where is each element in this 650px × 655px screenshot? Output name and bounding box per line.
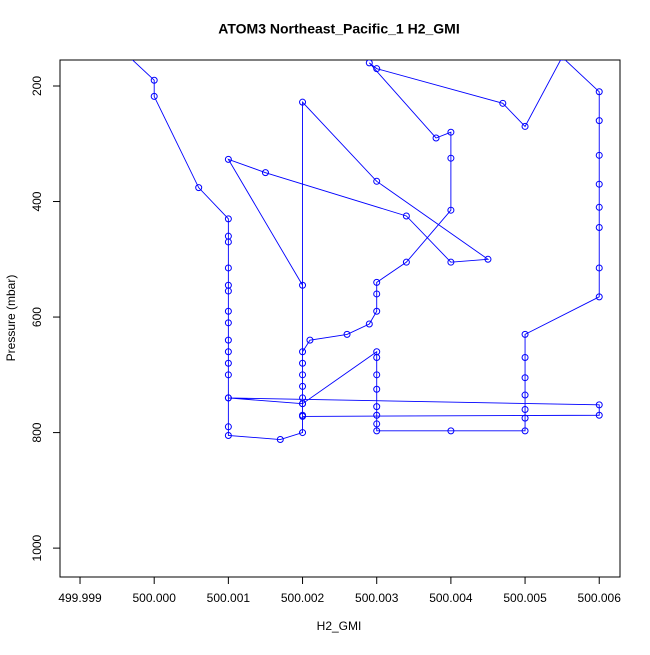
data-point	[299, 371, 307, 379]
data-point	[299, 400, 307, 408]
data-point	[595, 401, 603, 409]
data-point	[299, 412, 307, 420]
data-point	[595, 151, 603, 159]
data-point	[299, 98, 307, 106]
data-line	[131, 60, 600, 440]
data-point	[521, 353, 529, 361]
data-point	[224, 336, 232, 344]
data-point	[447, 427, 455, 435]
data-point	[373, 290, 381, 298]
data-point	[343, 330, 351, 338]
data-point	[224, 287, 232, 295]
data-point	[595, 180, 603, 188]
data-point	[595, 293, 603, 301]
data-point	[373, 65, 381, 73]
data-point	[373, 278, 381, 286]
data-point	[224, 431, 232, 439]
data-point	[521, 391, 529, 399]
data-point	[373, 427, 381, 435]
data-point	[595, 224, 603, 232]
data-point	[224, 155, 232, 163]
x-tick-label: 500.005	[503, 591, 547, 605]
data-point	[560, 60, 565, 61]
data-point	[224, 307, 232, 315]
data-point	[521, 405, 529, 413]
x-tick-label: 500.001	[207, 591, 251, 605]
plot-frame	[59, 59, 621, 578]
data-point	[595, 203, 603, 211]
data-point	[447, 154, 455, 162]
data-point	[306, 336, 314, 344]
data-point	[224, 348, 232, 356]
x-axis-label: H2_GMI	[317, 619, 362, 633]
data-point	[521, 427, 529, 435]
data-point	[595, 264, 603, 272]
data-point	[447, 128, 455, 136]
data-point	[224, 319, 232, 327]
data-point	[402, 258, 410, 266]
data-point	[224, 215, 232, 223]
data-point	[365, 60, 373, 67]
data-point	[373, 403, 381, 411]
data-point	[432, 134, 440, 142]
data-point	[299, 359, 307, 367]
data-point	[299, 281, 307, 289]
data-point	[224, 238, 232, 246]
data-point	[521, 330, 529, 338]
data-point	[521, 414, 529, 422]
plot-area	[114, 43, 603, 444]
data-point	[150, 92, 158, 100]
data-point	[402, 212, 410, 220]
data-point	[261, 169, 269, 177]
data-point	[224, 359, 232, 367]
data-point	[299, 382, 307, 390]
data-point	[276, 436, 284, 444]
x-tick-label: 499.999	[58, 591, 102, 605]
data-point	[595, 88, 603, 96]
y-tick-label: 1000	[30, 534, 44, 561]
x-tick-label: 500.006	[578, 591, 622, 605]
data-point	[373, 348, 381, 356]
data-point	[224, 423, 232, 431]
data-point	[373, 177, 381, 185]
y-tick-label: 800	[30, 422, 44, 442]
data-point	[447, 258, 455, 266]
chart-title: ATOM3 Northeast_Pacific_1 H2_GMI	[218, 21, 459, 37]
data-point	[224, 264, 232, 272]
data-point	[373, 385, 381, 393]
y-tick-label: 600	[30, 307, 44, 327]
data-point	[299, 429, 307, 437]
y-axis-label: Pressure (mbar)	[4, 275, 18, 362]
data-point	[373, 420, 381, 428]
data-point	[373, 411, 381, 419]
data-point	[521, 122, 529, 130]
data-point	[195, 184, 203, 192]
data-point	[224, 394, 232, 402]
data-point	[373, 371, 381, 379]
data-point	[447, 206, 455, 214]
x-tick-label: 500.004	[429, 591, 473, 605]
x-tick-label: 500.003	[355, 591, 399, 605]
data-point	[484, 255, 492, 263]
data-point	[365, 320, 373, 328]
data-point	[150, 76, 158, 84]
data-point	[595, 411, 603, 419]
data-point	[224, 371, 232, 379]
data-point	[499, 99, 507, 107]
data-point	[299, 348, 307, 356]
data-point	[114, 43, 120, 49]
y-tick-label: 400	[30, 191, 44, 211]
x-tick-label: 500.000	[133, 591, 177, 605]
data-point	[521, 374, 529, 382]
y-tick-label: 200	[30, 76, 44, 96]
x-tick-label: 500.002	[281, 591, 325, 605]
data-point	[595, 117, 603, 125]
data-point	[373, 307, 381, 315]
